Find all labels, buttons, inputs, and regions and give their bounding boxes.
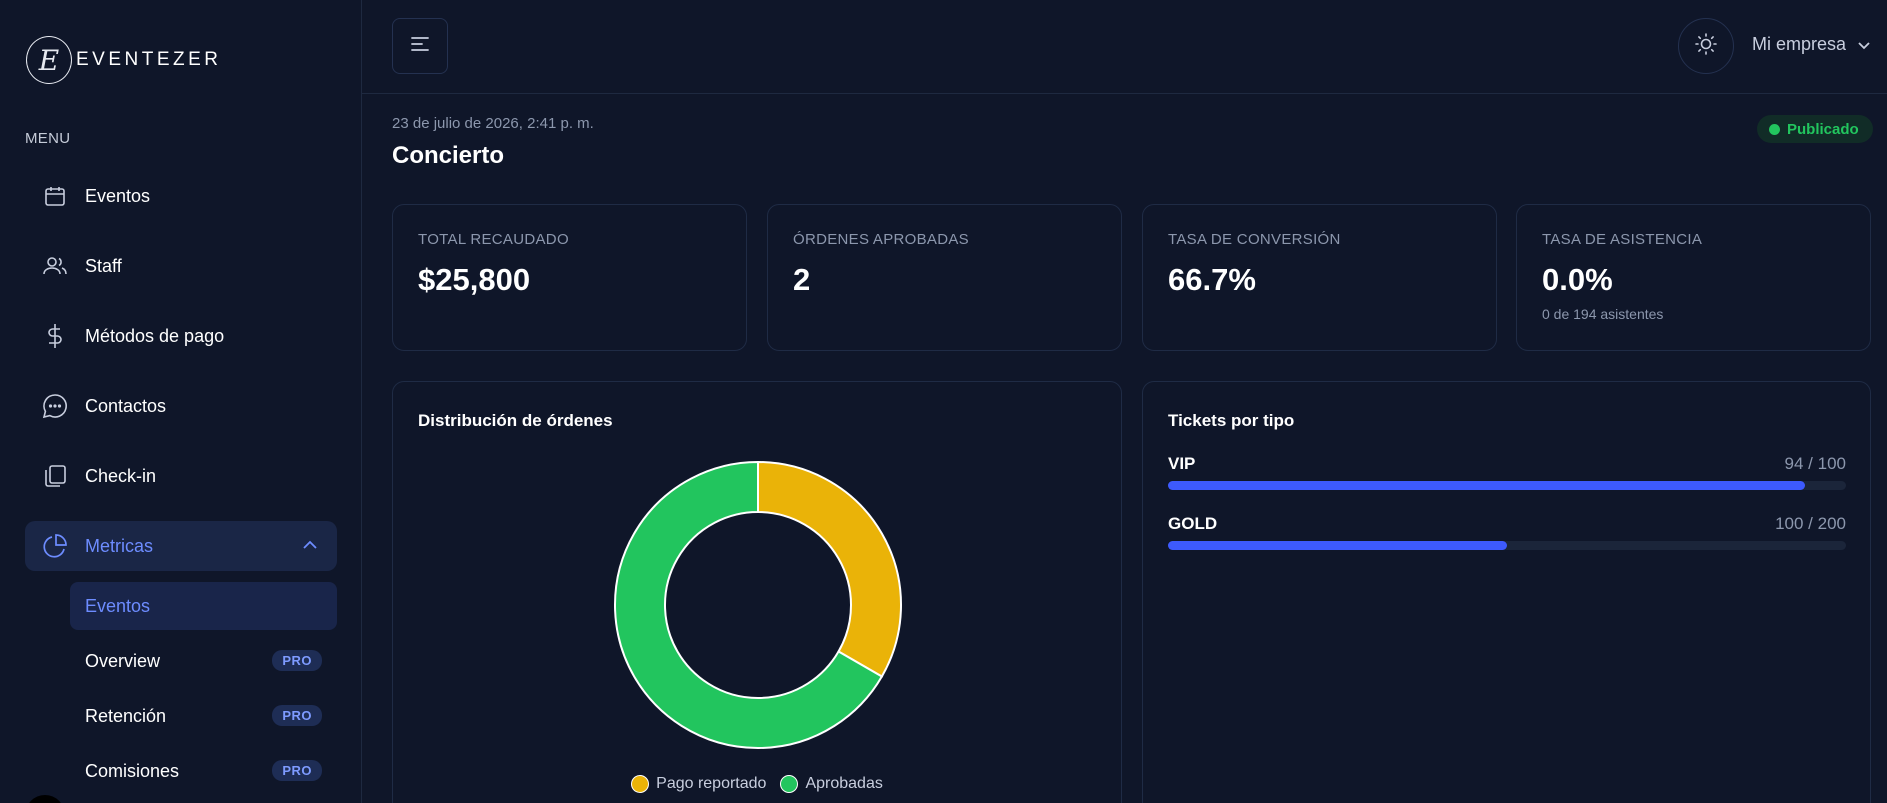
sidebar-item-contactos[interactable]: Contactos xyxy=(25,381,337,431)
menu-icon xyxy=(410,35,430,58)
calendar-icon xyxy=(42,183,68,209)
orders-distribution-panel: Distribución de órdenes Pago reportado A… xyxy=(392,381,1122,803)
page-title: Concierto xyxy=(392,142,505,169)
progress-track xyxy=(1168,541,1846,550)
kpi-value: 2 xyxy=(793,262,811,297)
sun-icon xyxy=(1694,32,1718,61)
copy-icon xyxy=(42,463,68,489)
dollar-icon xyxy=(42,323,68,349)
legend-label: Aprobadas xyxy=(805,775,883,792)
legend-item[interactable]: Aprobadas xyxy=(780,775,883,793)
pie-chart-icon xyxy=(42,533,68,559)
donut-chart xyxy=(614,460,902,749)
chevron-down-icon xyxy=(1858,41,1870,49)
donut-slice-pago-reportado[interactable] xyxy=(757,460,902,678)
menu-label: MENU xyxy=(25,130,71,147)
ticket-name: GOLD xyxy=(1168,514,1218,533)
sidebar-item-label: Check-in xyxy=(85,465,157,486)
sidebar-subitem-label: Retención xyxy=(85,705,167,726)
sidebar: E EVENTEZER MENU Eventos Staff Métodos d… xyxy=(0,0,362,803)
pro-badge: PRO xyxy=(272,650,322,671)
sidebar-subitem-label: Comisiones xyxy=(85,760,180,781)
sidebar-item-label: Eventos xyxy=(85,185,151,206)
logo-mark: E xyxy=(26,36,72,84)
company-label: Mi empresa xyxy=(1752,34,1847,54)
menu-toggle-button[interactable] xyxy=(392,18,448,74)
kpi-label: TOTAL RECAUDADO xyxy=(418,231,569,248)
avatar[interactable] xyxy=(25,795,65,803)
pro-badge: PRO xyxy=(272,760,322,781)
sidebar-item-label: Metricas xyxy=(85,535,154,556)
kpi-label: TASA DE CONVERSIÓN xyxy=(1168,231,1341,248)
kpi-label: ÓRDENES APROBADAS xyxy=(793,231,969,248)
sidebar-item-metodos-pago[interactable]: Métodos de pago xyxy=(25,311,337,361)
sidebar-subitem-comisiones[interactable]: Comisiones PRO xyxy=(70,747,337,795)
panel-title: Distribución de órdenes xyxy=(418,411,613,430)
chat-icon xyxy=(42,393,68,419)
ticket-count: 94 / 100 xyxy=(1784,454,1846,473)
sidebar-item-label: Contactos xyxy=(85,395,167,416)
legend-swatch xyxy=(631,775,650,793)
sidebar-item-label: Métodos de pago xyxy=(85,325,225,346)
legend-label: Pago reportado xyxy=(656,775,767,792)
sidebar-subitem-label: Eventos xyxy=(85,595,151,616)
sidebar-subitem-overview[interactable]: Overview PRO xyxy=(70,637,337,685)
ticket-name: VIP xyxy=(1168,454,1196,473)
chevron-up-icon[interactable] xyxy=(301,536,319,559)
status-badge: Publicado xyxy=(1757,115,1873,143)
progress-fill xyxy=(1168,541,1507,550)
ticket-count: 100 / 200 xyxy=(1775,514,1846,533)
topbar: Mi empresa xyxy=(362,0,1887,94)
sidebar-subitem-retencion[interactable]: Retención PRO xyxy=(70,692,337,740)
kpi-value: 0.0% xyxy=(1542,262,1613,297)
chart-legend: Pago reportado Aprobadas xyxy=(393,775,1121,793)
sidebar-item-metricas[interactable]: Metricas xyxy=(25,521,337,571)
kpi-card-tasa-conversion: TASA DE CONVERSIÓN 66.7% xyxy=(1142,204,1497,351)
sidebar-item-label: Staff xyxy=(85,255,122,276)
pro-badge: PRO xyxy=(272,705,322,726)
event-date: 23 de julio de 2026, 2:41 p. m. xyxy=(392,115,594,132)
theme-toggle-button[interactable] xyxy=(1678,18,1734,74)
logo[interactable]: E EVENTEZER xyxy=(26,36,222,84)
kpi-card-tasa-asistencia: TASA DE ASISTENCIA 0.0% 0 de 194 asisten… xyxy=(1516,204,1871,351)
sidebar-item-eventos[interactable]: Eventos xyxy=(25,171,337,221)
progress-fill xyxy=(1168,481,1806,490)
legend-item[interactable]: Pago reportado xyxy=(631,775,766,793)
tickets-by-type-panel: Tickets por tipo VIP 94 / 100 GOLD 100 /… xyxy=(1142,381,1871,803)
donut-slice-aprobadas[interactable] xyxy=(614,460,884,749)
kpi-value: 66.7% xyxy=(1168,262,1256,297)
kpi-subtext: 0 de 194 asistentes xyxy=(1542,306,1664,322)
status-dot xyxy=(1769,123,1780,135)
main-content: Mi empresa 23 de julio de 2026, 2:41 p. … xyxy=(362,0,1887,803)
kpi-value: $25,800 xyxy=(418,262,531,297)
panel-title: Tickets por tipo xyxy=(1168,411,1295,430)
sidebar-subitem-eventos[interactable]: Eventos xyxy=(70,582,337,630)
kpi-card-ordenes-aprobadas: ÓRDENES APROBADAS 2 xyxy=(767,204,1122,351)
sidebar-item-staff[interactable]: Staff xyxy=(25,241,337,291)
legend-swatch xyxy=(780,775,799,793)
kpi-label: TASA DE ASISTENCIA xyxy=(1542,231,1703,248)
status-label: Publicado xyxy=(1787,120,1859,138)
sidebar-subitem-label: Overview xyxy=(85,650,161,671)
progress-track xyxy=(1168,481,1846,490)
company-selector[interactable]: Mi empresa xyxy=(1752,34,1872,55)
users-icon xyxy=(42,253,68,279)
sidebar-item-checkin[interactable]: Check-in xyxy=(25,451,337,501)
kpi-card-total-recaudado: TOTAL RECAUDADO $25,800 xyxy=(392,204,747,351)
logo-text: EVENTEZER xyxy=(76,49,222,70)
